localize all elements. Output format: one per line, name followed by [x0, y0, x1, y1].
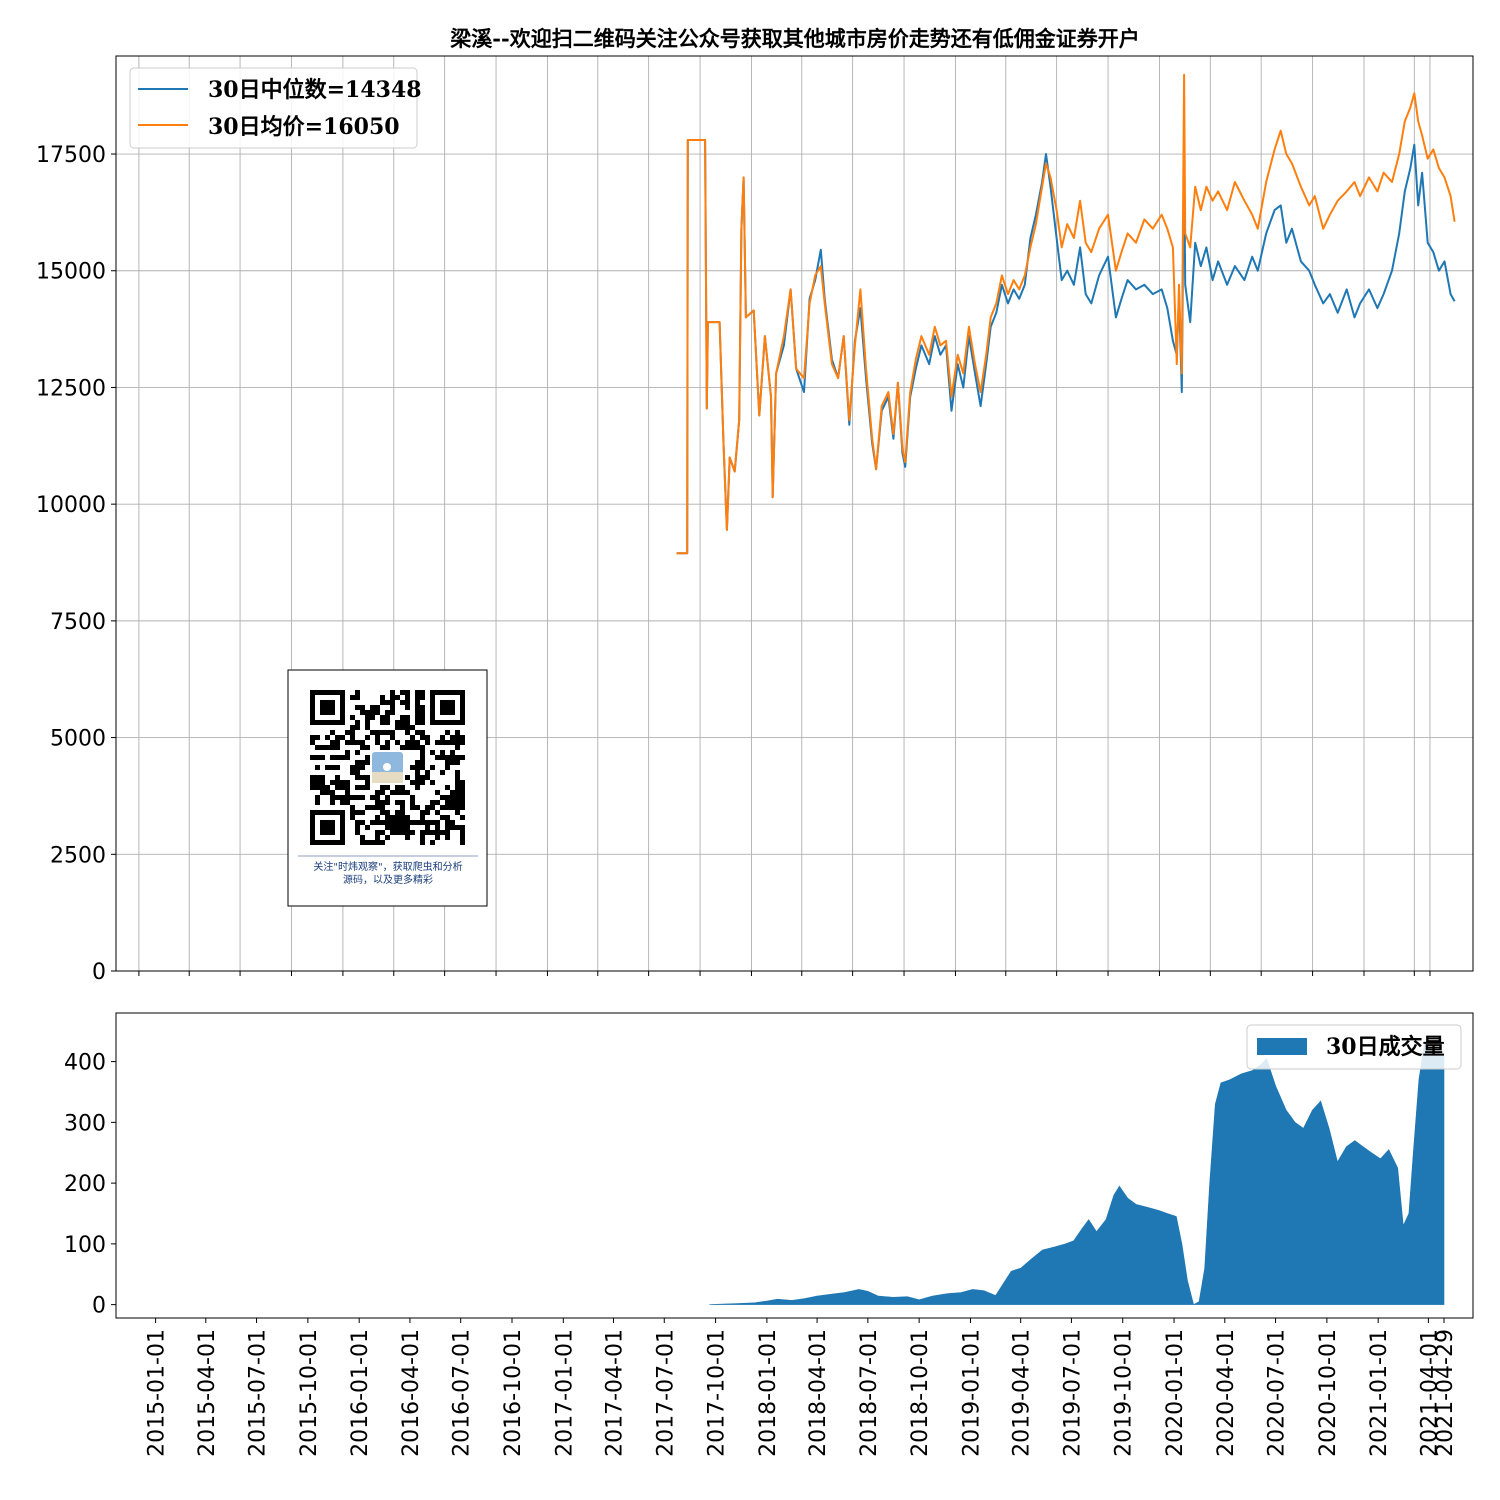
volume-x-tick-label: 2019-01-01	[959, 1329, 984, 1457]
price-y-tick-label: 5000	[50, 727, 106, 752]
volume-x-tick-label: 2018-10-01	[908, 1329, 933, 1457]
volume-legend-box	[1246, 1024, 1462, 1070]
volume-legend: 30日成交量	[1246, 1024, 1462, 1070]
average-price-line	[676, 73, 1456, 555]
volume-axes-frame	[115, 1012, 1474, 1319]
volume-x-tick-label: 2015-07-01	[246, 1329, 271, 1457]
legend-median-label: 30日中位数=14348	[208, 77, 422, 103]
volume-y-tick-label: 400	[64, 1051, 106, 1076]
chart-title: 梁溪--欢迎扫二维码关注公众号获取其他城市房价走势还有低佣金证券开户	[449, 26, 1139, 51]
price-legend: 30日中位数=14348 30日均价=16050	[129, 67, 422, 149]
volume-chart: 0 100 200 300 400 2015-01-01 2015-04-01 2015-07…	[64, 1012, 1474, 1457]
volume-x-tick-label: 2016-07-01	[450, 1329, 475, 1457]
volume-x-tick-label: 2020-04-01	[1214, 1329, 1239, 1457]
volume-ticks: 0 100 200 300 400 2015-01-01 2015-04-01 2015-07…	[64, 1051, 1458, 1457]
volume-y-tick-label: 100	[64, 1233, 106, 1258]
qr-code-icon	[310, 690, 465, 845]
volume-x-tick-label: 2017-04-01	[603, 1329, 628, 1457]
volume-x-tick-label: 2021-04-01	[1417, 1329, 1442, 1457]
volume-y-tick-label: 300	[64, 1111, 106, 1136]
price-y-tick-label: 17500	[36, 143, 106, 168]
volume-y-tick-label: 200	[64, 1172, 106, 1197]
qr-code-panel: 关注"时炜观察"，获取爬虫和分析 源码，以及更多精彩	[287, 669, 488, 907]
volume-x-tick-label: 2018-04-01	[806, 1329, 831, 1457]
qr-caption-line2: 源码，以及更多精彩	[343, 873, 433, 886]
volume-x-tick-label: 2016-04-01	[399, 1329, 424, 1457]
volume-x-tick-label: 2018-07-01	[857, 1329, 882, 1457]
volume-x-tick-label: 2016-01-01	[348, 1329, 373, 1457]
volume-x-tick-label: 2015-10-01	[297, 1329, 322, 1457]
volume-x-tick-label: 2017-01-01	[552, 1329, 577, 1457]
volume-x-tick-label: 2020-10-01	[1316, 1329, 1341, 1457]
volume-x-tick-label: 2020-01-01	[1163, 1329, 1188, 1457]
volume-x-tick-label: 2015-01-01	[145, 1329, 170, 1457]
volume-x-tick-label: 2016-10-01	[501, 1329, 526, 1457]
volume-x-tick-label: 2017-07-01	[653, 1329, 678, 1457]
price-y-tick-label: 0	[92, 960, 106, 985]
price-y-tick-label: 15000	[36, 260, 106, 285]
legend-volume-label: 30日成交量	[1326, 1034, 1445, 1060]
volume-x-tick-label: 2015-04-01	[195, 1329, 220, 1457]
price-y-tick-label: 7500	[50, 610, 106, 635]
qr-caption-line1: 关注"时炜观察"，获取爬虫和分析	[313, 860, 462, 873]
volume-area-fill	[709, 1042, 1445, 1306]
volume-x-tick-label: 2020-07-01	[1265, 1329, 1290, 1457]
price-axes-frame	[115, 55, 1474, 972]
volume-x-tick-label: 2019-07-01	[1060, 1329, 1085, 1457]
volume-y-tick-label: 0	[92, 1294, 106, 1319]
price-chart: 0 2500 5000 7500 10000 12500 15000 17500 30日中位数…	[36, 55, 1474, 985]
price-y-tick-label: 12500	[36, 376, 106, 401]
legend-average-label: 30日均价=16050	[208, 114, 400, 140]
volume-x-tick-label: 2021-01-01	[1367, 1329, 1392, 1457]
volume-x-tick-label: 2019-10-01	[1112, 1329, 1137, 1457]
price-y-tick-label: 2500	[50, 843, 106, 868]
volume-area	[709, 1042, 1445, 1306]
legend-volume-swatch	[1257, 1038, 1307, 1055]
price-grid	[116, 56, 1473, 972]
volume-x-tick-label: 2021-04-29	[1433, 1329, 1458, 1457]
price-y-tick-label: 10000	[36, 493, 106, 518]
price-y-ticks: 0 2500 5000 7500 10000 12500 15000 17500	[36, 143, 1431, 985]
price-legend-box	[129, 67, 418, 149]
volume-x-tick-label: 2017-10-01	[705, 1329, 730, 1457]
price-lines	[676, 73, 1456, 555]
volume-x-tick-label: 2019-04-01	[1010, 1329, 1035, 1457]
volume-x-tick-label: 2018-01-01	[756, 1329, 781, 1457]
